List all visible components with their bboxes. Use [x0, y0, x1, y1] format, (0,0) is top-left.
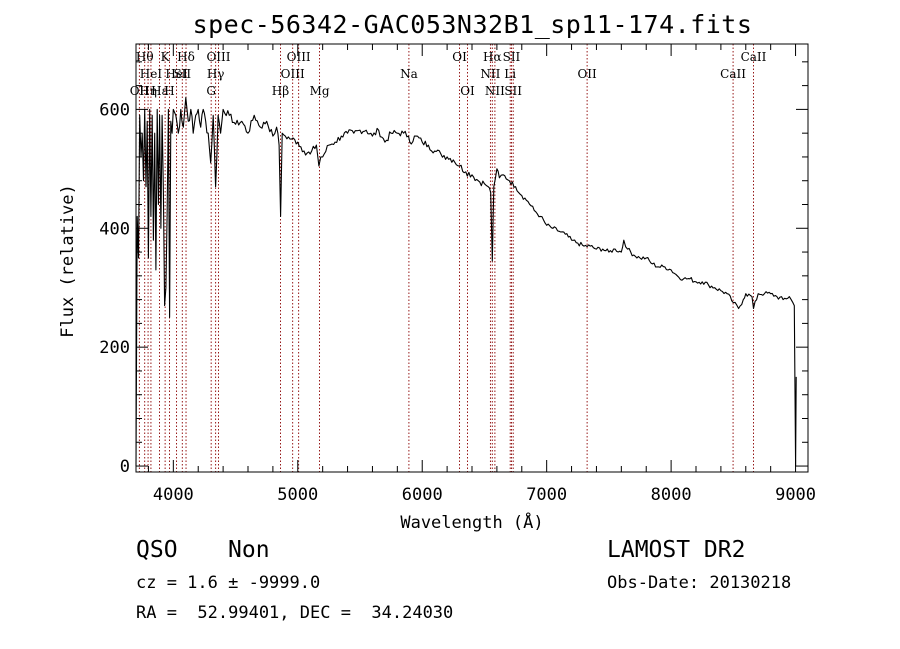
line-marker-label-19: OI	[460, 84, 475, 98]
line-marker-label-27: CaII	[720, 67, 746, 81]
axis-ticks: 4000 5000 6000 7000 8000 9000 0 200 400 600	[99, 44, 816, 505]
line-marker-label-9: Hδ	[177, 50, 195, 64]
radec-text: RA = 52.99401, DEC = 34.24030	[136, 603, 454, 623]
line-marker-label-8: SII	[173, 67, 191, 81]
line-marker-label-3: HeI	[140, 67, 163, 81]
x-axis-label: Wavelength (Å)	[400, 511, 543, 533]
spectrum-series-line	[135, 96, 797, 467]
y-axis-label: Flux (relative)	[58, 184, 78, 338]
survey-label: LAMOST DR2	[607, 537, 746, 563]
x-tick-label-4000: 4000	[153, 485, 194, 505]
line-marker-label-1: Hθ	[136, 50, 154, 64]
class-label: QSO	[136, 537, 178, 563]
line-marker-label-6: H	[164, 84, 174, 98]
line-marker-label-17: Na	[400, 67, 418, 81]
y-tick-label-600: 600	[99, 100, 130, 120]
line-marker-label-14: OIII	[281, 67, 305, 81]
line-marker-label-18: OI	[452, 50, 467, 64]
line-marker-label-21: Hα	[483, 50, 502, 64]
line-marker-label-10: G	[206, 84, 216, 98]
x-tick-label-6000: 6000	[402, 485, 443, 505]
obs-date-text: Obs-Date: 20130218	[607, 573, 792, 593]
line-marker-group	[138, 44, 754, 472]
line-marker-label-25: SII	[504, 84, 522, 98]
line-marker-label-15: OIII	[287, 50, 311, 64]
line-marker-label-2: Hη	[139, 84, 157, 98]
y-tick-label-200: 200	[99, 338, 130, 358]
line-label-group: OIIHθHηHeIHεKHHeISIIHδGHγOIIIHβOIIIOIIIM…	[130, 50, 767, 98]
line-marker-label-26: OII	[577, 67, 597, 81]
line-marker-label-7: HeI	[165, 67, 188, 81]
line-marker-label-12: OIII	[206, 50, 230, 64]
line-marker-label-28: CaII	[741, 50, 767, 64]
line-marker-label-22: NII	[485, 84, 505, 98]
x-tick-label-5000: 5000	[277, 485, 318, 505]
x-tick-label-7000: 7000	[526, 485, 567, 505]
line-marker-label-20: NII	[480, 67, 500, 81]
y-tick-label-400: 400	[99, 219, 130, 239]
line-marker-label-24: SII	[503, 50, 521, 64]
line-marker-label-11: Hγ	[207, 67, 225, 81]
cz-text: cz = 1.6 ± -9999.0	[136, 573, 321, 593]
chart-title: spec-56342-GAC053N32B1_sp11-174.fits	[192, 10, 753, 39]
x-tick-label-9000: 9000	[775, 485, 816, 505]
plot-frame	[135, 43, 809, 473]
line-marker-label-0: OII	[130, 84, 150, 98]
x-tick-label-8000: 8000	[651, 485, 692, 505]
subclass-label: Non	[228, 537, 270, 563]
line-marker-label-5: K	[161, 50, 171, 64]
line-marker-label-13: Hβ	[272, 84, 289, 98]
line-marker-label-16: Mg	[310, 84, 330, 98]
line-marker-label-4: Hε	[151, 84, 168, 98]
line-marker-label-23: Li	[504, 67, 516, 81]
y-tick-label-0: 0	[120, 457, 130, 477]
